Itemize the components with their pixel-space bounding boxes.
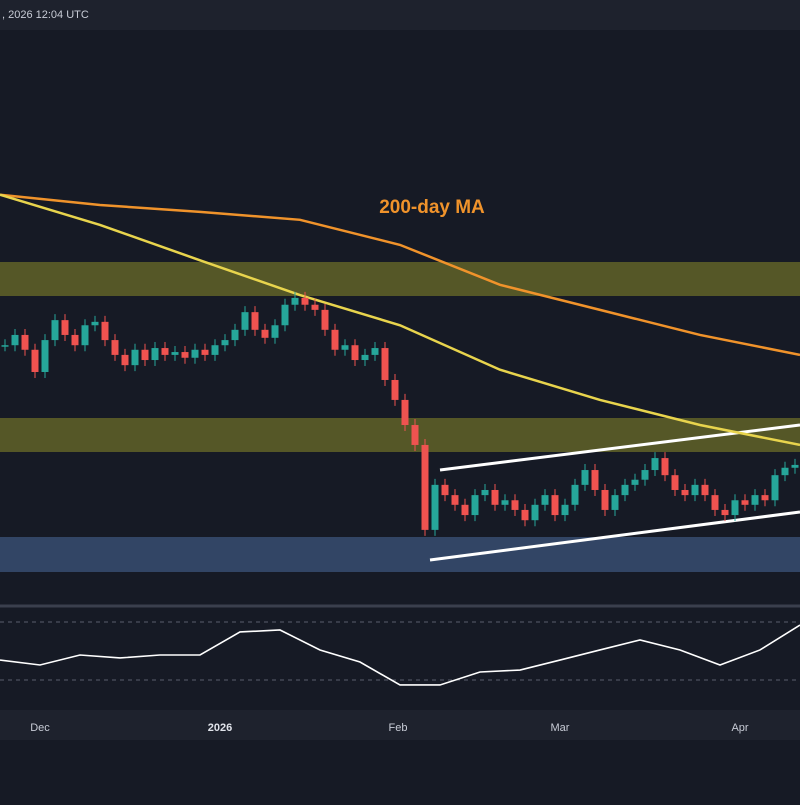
candle [261, 329, 269, 338]
candle [391, 379, 399, 400]
candle [511, 500, 519, 510]
candle [491, 489, 499, 505]
candle [301, 297, 309, 305]
candle [581, 470, 589, 485]
candle [751, 495, 759, 505]
x-tick-label: Apr [731, 722, 748, 734]
candle [441, 484, 449, 496]
moving-average [0, 193, 800, 357]
candle [171, 352, 179, 355]
candle [421, 444, 429, 530]
candle [251, 312, 259, 330]
candle [611, 495, 619, 510]
candle [741, 500, 749, 505]
candle [131, 349, 139, 366]
candle [371, 348, 379, 355]
candle [81, 325, 89, 346]
candle [141, 349, 149, 361]
candle [221, 340, 229, 346]
candle [601, 489, 609, 510]
channel-line [429, 510, 800, 562]
candle [451, 495, 459, 505]
candle [531, 504, 539, 521]
candle [521, 509, 529, 521]
candle [791, 464, 799, 468]
candle [461, 504, 469, 516]
candle [701, 484, 709, 496]
rsi-line [0, 624, 800, 686]
candle [571, 484, 579, 505]
resistance-zone [0, 262, 800, 296]
candle [181, 352, 189, 358]
candle [561, 504, 569, 516]
candle [691, 484, 699, 496]
x-axis-bar [0, 710, 800, 740]
candle [711, 495, 719, 510]
candle [21, 334, 29, 350]
candle [641, 470, 649, 480]
candle [151, 348, 159, 361]
candle [101, 321, 109, 341]
candle [311, 304, 319, 310]
candle [11, 334, 19, 346]
x-tick-label: Mar [551, 722, 570, 734]
candle [331, 329, 339, 350]
candle [191, 349, 199, 358]
candle [401, 399, 409, 426]
candle [501, 500, 509, 505]
candle [71, 334, 79, 346]
candle [31, 349, 39, 372]
resistance-zone [0, 418, 800, 452]
candle [541, 495, 549, 505]
candle [211, 345, 219, 355]
candle [681, 489, 689, 496]
candle [1, 345, 9, 347]
candle [291, 297, 299, 305]
candle [161, 348, 169, 355]
candle [91, 321, 99, 326]
candle [121, 354, 129, 366]
x-tick-label: Feb [389, 722, 408, 734]
candle [551, 495, 559, 516]
candle [731, 500, 739, 516]
candle [621, 484, 629, 496]
candle [381, 348, 389, 380]
candle [671, 475, 679, 490]
candle [281, 304, 289, 326]
candle [51, 320, 59, 341]
candle [431, 484, 439, 530]
candle [61, 320, 69, 335]
candle [411, 425, 419, 445]
candle [761, 495, 769, 501]
candle [631, 479, 639, 485]
candle [271, 325, 279, 338]
candle [661, 458, 669, 476]
candle [231, 329, 239, 341]
support-zone [0, 537, 800, 572]
x-tick-label: Dec [30, 722, 50, 734]
candle [321, 309, 329, 330]
candle [361, 354, 369, 361]
candle [591, 470, 599, 490]
candle [651, 458, 659, 471]
candle [721, 509, 729, 516]
timestamp: , 2026 12:04 UTC [2, 9, 89, 21]
candle [41, 340, 49, 372]
candle [111, 340, 119, 355]
candle [781, 467, 789, 476]
ma-annotation: 200-day MA [379, 197, 485, 218]
moving-average [0, 193, 800, 447]
top-bar [0, 0, 800, 30]
candle [351, 345, 359, 361]
candle [471, 495, 479, 516]
candle [201, 349, 209, 355]
candle [481, 489, 489, 496]
candle [341, 345, 349, 350]
x-tick-label: 2026 [208, 722, 232, 734]
candle [771, 475, 779, 501]
candle [241, 312, 249, 330]
